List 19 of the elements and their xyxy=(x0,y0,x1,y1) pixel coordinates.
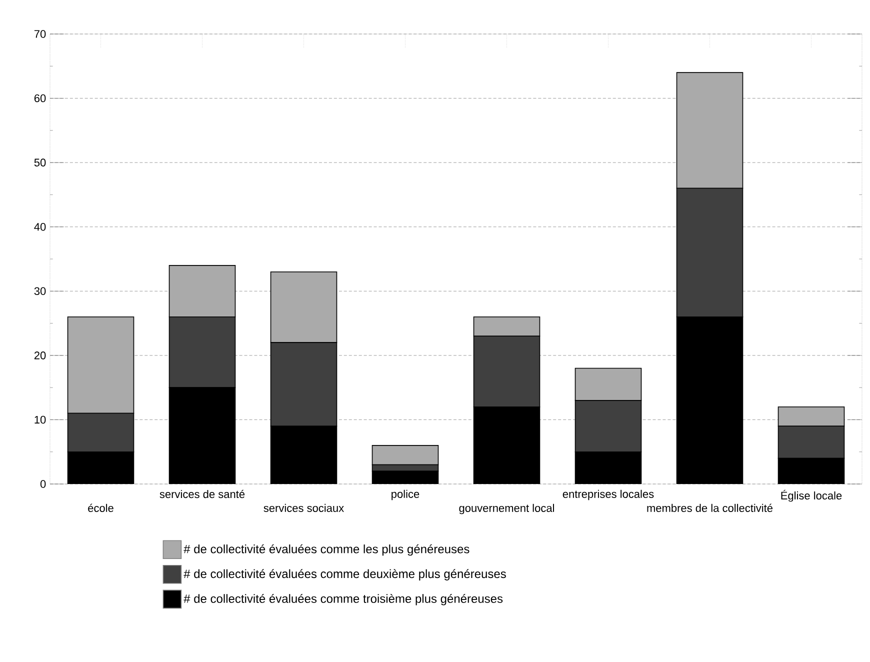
y-tick-label: 20 xyxy=(34,352,46,360)
x-tick-label: police xyxy=(392,490,420,500)
x-tick-label: entreprises locales xyxy=(562,490,654,500)
legend-label: # de collectivité évaluées comme troisième plus généreuses xyxy=(184,594,503,606)
legend-label: # de collectivité évaluées comme deuxième plus généreuses xyxy=(184,569,506,580)
y-tick-label: 10 xyxy=(34,416,46,424)
y-tick-label: 70 xyxy=(34,30,46,38)
x-tick-label: services de santé xyxy=(160,490,245,498)
x-tick-label: services sociaux xyxy=(264,504,344,512)
y-tick-label: 0 xyxy=(40,480,46,488)
y-tick-label: 60 xyxy=(34,94,46,102)
x-tick-label: Église locale xyxy=(781,490,842,502)
x-tick-label: membres de la collectivité xyxy=(647,504,773,512)
y-tick-label: 40 xyxy=(34,222,46,231)
x-tick-label: école xyxy=(88,504,114,512)
x-tick-label: gouvernement local xyxy=(459,504,554,514)
y-tick-label: 30 xyxy=(34,287,46,296)
y-tick-label: 50 xyxy=(34,158,46,166)
legend-label: # de collectivité évaluées comme les plus généreuses xyxy=(184,544,470,556)
